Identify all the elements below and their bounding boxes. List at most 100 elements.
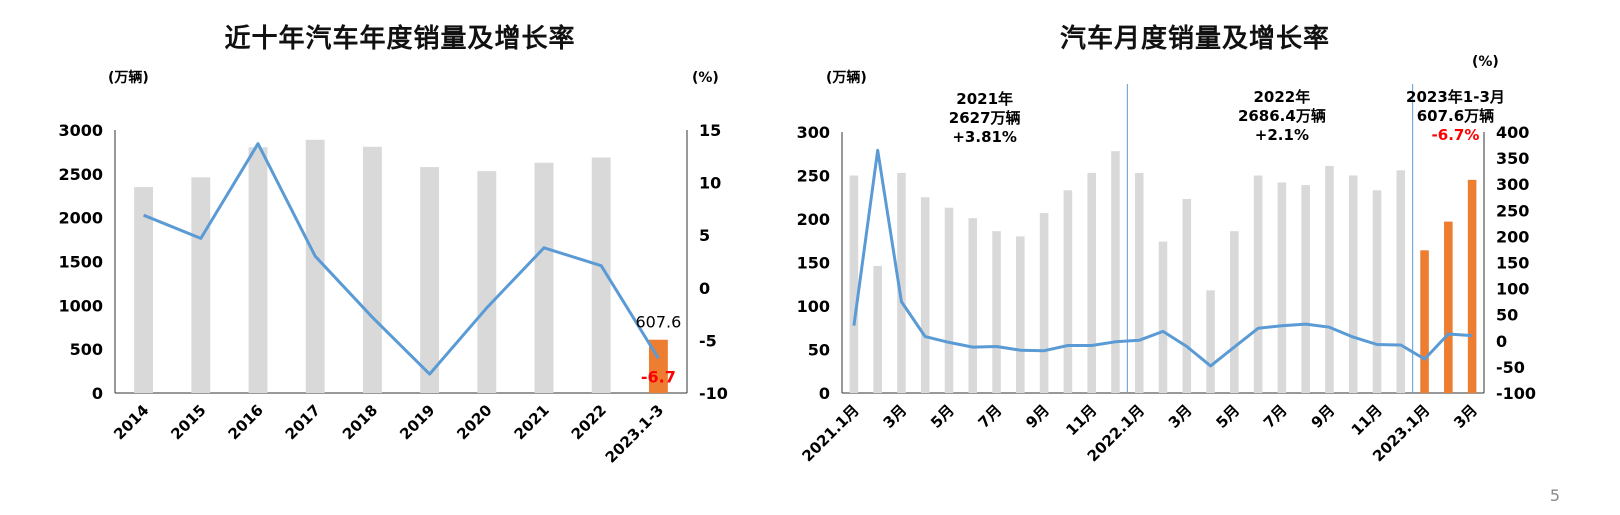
right-chart-bar bbox=[920, 197, 930, 393]
right-chart-left-tick-label: 250 bbox=[797, 167, 830, 186]
left-chart-right-tick-label: 0 bbox=[699, 279, 710, 298]
left-chart-left-tick-label: 3000 bbox=[58, 121, 103, 140]
right-chart-bar bbox=[1444, 221, 1453, 393]
right-chart-left-tick-label: 50 bbox=[808, 341, 830, 360]
left-chart-left-tick-label: 1500 bbox=[58, 253, 103, 272]
left-chart-bar bbox=[534, 162, 554, 393]
right-chart-bar bbox=[1206, 290, 1215, 393]
left-chart-bar bbox=[191, 177, 211, 393]
right-chart-bar bbox=[968, 218, 978, 393]
right-chart-x-tick-label: 3月 bbox=[1165, 401, 1196, 432]
left-chart-right-tick-label: 5 bbox=[699, 226, 710, 245]
left-chart-bar bbox=[477, 171, 497, 393]
left-chart-left-unit-label: (万辆) bbox=[108, 69, 149, 86]
left-chart-right-tick-label: 15 bbox=[699, 121, 721, 140]
right-chart-bar bbox=[1230, 231, 1239, 393]
right-chart-right-tick-label: 100 bbox=[1496, 280, 1529, 299]
left-chart-bar bbox=[591, 157, 611, 393]
right-chart-right-tick-label: -100 bbox=[1496, 384, 1536, 403]
right-chart-bar bbox=[1182, 198, 1192, 393]
right-chart-bar bbox=[1325, 165, 1334, 393]
right-chart-x-tick-label: 9月 bbox=[1308, 401, 1339, 432]
right-chart-bar bbox=[849, 175, 859, 393]
right-chart-x-tick-label: 3月 bbox=[1450, 401, 1481, 432]
right-chart-left-tick-label: 0 bbox=[819, 384, 830, 403]
left-chart-x-tick-label: 2015 bbox=[167, 401, 209, 443]
left-chart-last-bar-label: 607.6 bbox=[635, 313, 681, 332]
right-chart-left-unit-label: (万辆) bbox=[826, 69, 867, 86]
right-chart-x-tick-label: 7月 bbox=[975, 401, 1006, 432]
right-chart-bar bbox=[1087, 172, 1096, 393]
right-chart-x-tick-label: 11月 bbox=[1062, 401, 1100, 439]
right-chart-right-tick-label: 200 bbox=[1496, 227, 1529, 246]
right-chart-year-annotation-line: +3.81% bbox=[952, 128, 1017, 146]
left-chart-left-tick-label: 500 bbox=[70, 340, 103, 359]
right-chart-left-tick-label: 300 bbox=[797, 123, 830, 142]
right-chart-bar bbox=[1039, 212, 1049, 393]
right-chart-left-tick-label: 150 bbox=[797, 254, 830, 273]
left-chart-x-tick-label: 2023.1-3 bbox=[602, 401, 667, 466]
left-chart-x-tick-label: 2021 bbox=[511, 401, 553, 443]
left-chart-left-tick-label: 1000 bbox=[58, 296, 103, 315]
left-chart-right-unit-label: (%) bbox=[692, 70, 719, 86]
right-chart-x-tick-label: 7月 bbox=[1260, 401, 1291, 432]
left-chart-x-tick-label: 2022 bbox=[568, 401, 610, 443]
right-chart-right-tick-label: 400 bbox=[1496, 123, 1529, 142]
right-chart-year-annotation-line: 2021年 bbox=[956, 90, 1013, 108]
right-chart-bar bbox=[1134, 172, 1144, 393]
right-chart-bar bbox=[1158, 241, 1168, 393]
right-chart-year-annotation-line: 2023年1-3月 bbox=[1406, 88, 1505, 106]
right-chart-bar bbox=[1467, 179, 1477, 393]
left-chart-right-tick-label: -5 bbox=[699, 331, 717, 350]
right-chart-left-tick-label: 100 bbox=[797, 297, 830, 316]
right-chart-right-tick-label: -50 bbox=[1496, 358, 1525, 377]
right-chart-bar bbox=[992, 231, 1001, 393]
right-chart-bar bbox=[897, 172, 906, 393]
left-chart-bar bbox=[248, 147, 268, 393]
right-chart-bar bbox=[944, 207, 954, 393]
right-chart-right-tick-label: 0 bbox=[1496, 332, 1507, 351]
right-chart-bar bbox=[1253, 175, 1263, 393]
right-chart-x-tick-label: 9月 bbox=[1022, 401, 1053, 432]
right-chart-bar bbox=[1111, 151, 1120, 393]
left-chart-x-tick-label: 2014 bbox=[110, 401, 152, 443]
right-chart-right-tick-label: 50 bbox=[1496, 306, 1518, 325]
right-chart-left-tick-label: 200 bbox=[797, 210, 830, 229]
left-chart-growth-line bbox=[143, 142, 660, 376]
left-chart-right-tick-label: -10 bbox=[699, 384, 728, 403]
left-chart-left-tick-label: 2500 bbox=[58, 165, 103, 184]
right-chart-x-tick-label: 5月 bbox=[1212, 401, 1243, 432]
left-chart-left-tick-label: 2000 bbox=[58, 209, 103, 228]
right-chart-growth-line bbox=[852, 148, 1473, 368]
right-chart-right-tick-label: 150 bbox=[1496, 254, 1529, 273]
left-chart-x-tick-label: 2018 bbox=[339, 401, 381, 443]
left-chart-x-tick-label: 2017 bbox=[282, 401, 324, 443]
left-chart-last-growth-label: -6.7 bbox=[641, 367, 676, 386]
left-chart-bar bbox=[305, 139, 325, 393]
right-chart-year-annotation-line: +2.1% bbox=[1255, 126, 1309, 144]
right-chart-year-annotation-line: 2686.4万辆 bbox=[1238, 107, 1326, 125]
left-chart-x-tick-label: 2016 bbox=[225, 401, 267, 443]
right-chart-right-tick-label: 350 bbox=[1496, 149, 1529, 168]
left-chart-bar bbox=[362, 146, 382, 393]
right-chart-bar bbox=[1396, 170, 1406, 393]
left-chart-left-tick-label: 0 bbox=[92, 384, 103, 403]
right-chart-year-annotation-line: 2022年 bbox=[1254, 88, 1311, 106]
right-chart-bar bbox=[873, 265, 882, 393]
right-chart-right-tick-label: 250 bbox=[1496, 201, 1529, 220]
right-chart-x-tick-label: 2021.1月 bbox=[798, 401, 862, 465]
right-chart-bar bbox=[1420, 250, 1429, 393]
page-number: 5 bbox=[1549, 486, 1560, 505]
right-chart-year-annotation-line: 2627万辆 bbox=[949, 109, 1021, 127]
left-chart-right-tick-label: 10 bbox=[699, 174, 721, 193]
right-chart-x-tick-label: 3月 bbox=[880, 401, 911, 432]
right-chart-x-tick-label: 11月 bbox=[1348, 401, 1386, 439]
right-chart-bar bbox=[1301, 185, 1310, 393]
left-chart-title: 近十年汽车年度销量及增长率 bbox=[224, 24, 576, 54]
right-chart-right-unit-label: (%) bbox=[1472, 54, 1499, 70]
right-chart-title: 汽车月度销量及增长率 bbox=[1059, 24, 1330, 54]
right-chart-bar bbox=[1016, 236, 1025, 393]
right-chart-bar bbox=[1277, 182, 1287, 393]
left-chart-x-tick-label: 2020 bbox=[453, 401, 495, 443]
